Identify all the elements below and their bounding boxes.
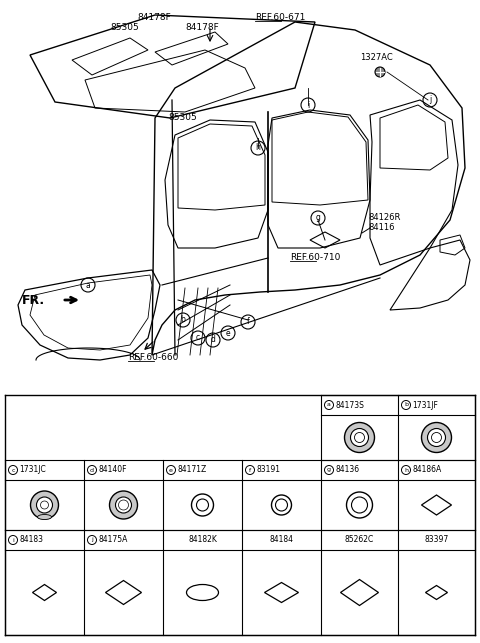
Text: h: h (404, 467, 408, 473)
Text: 84175A: 84175A (98, 536, 128, 545)
Text: e: e (226, 329, 230, 338)
Text: REF.60-671: REF.60-671 (255, 14, 305, 23)
Ellipse shape (37, 514, 51, 520)
Text: 84136: 84136 (336, 466, 360, 475)
Text: 84140F: 84140F (98, 466, 127, 475)
Text: c: c (11, 467, 15, 473)
Text: 83397: 83397 (424, 536, 449, 545)
Text: REF.60-710: REF.60-710 (290, 253, 340, 262)
Text: FR.: FR. (22, 293, 45, 307)
Text: j: j (91, 538, 93, 543)
Text: 1731JF: 1731JF (412, 401, 438, 410)
Circle shape (116, 497, 132, 513)
Circle shape (31, 491, 59, 519)
Text: 1327AC: 1327AC (360, 53, 393, 62)
Circle shape (428, 428, 445, 446)
Circle shape (36, 497, 52, 513)
Text: d: d (90, 467, 94, 473)
Text: 84186A: 84186A (412, 466, 442, 475)
Circle shape (350, 428, 369, 446)
Text: e: e (169, 467, 173, 473)
Text: 84171Z: 84171Z (178, 466, 207, 475)
Text: 84178F: 84178F (185, 24, 219, 33)
Text: i: i (12, 538, 14, 543)
Circle shape (109, 491, 137, 519)
Text: h: h (255, 143, 261, 152)
Circle shape (421, 422, 452, 453)
Text: 84126R: 84126R (368, 213, 400, 222)
Text: REF.60-660: REF.60-660 (128, 354, 179, 363)
Text: g: g (327, 467, 331, 473)
Text: a: a (85, 280, 90, 289)
Text: 85262C: 85262C (345, 536, 374, 545)
Text: 84182K: 84182K (188, 536, 217, 545)
Text: b: b (180, 316, 185, 325)
Text: 85305: 85305 (168, 114, 197, 123)
Text: f: f (247, 318, 250, 327)
Text: b: b (404, 403, 408, 408)
Text: a: a (327, 403, 331, 408)
Text: 84173S: 84173S (336, 401, 364, 410)
Text: 84184: 84184 (269, 536, 293, 545)
Text: 83191: 83191 (256, 466, 280, 475)
Text: c: c (196, 334, 200, 343)
Text: j: j (429, 96, 431, 105)
Circle shape (345, 422, 374, 453)
Text: 84183: 84183 (20, 536, 44, 545)
Text: 84116: 84116 (368, 224, 395, 233)
Circle shape (375, 67, 385, 77)
Text: 1731JC: 1731JC (20, 466, 46, 475)
Text: d: d (211, 336, 216, 345)
Text: f: f (249, 467, 251, 473)
Text: g: g (315, 213, 321, 222)
Text: i: i (307, 100, 309, 109)
Text: 84178F: 84178F (137, 14, 171, 23)
Text: 85305: 85305 (110, 24, 139, 33)
